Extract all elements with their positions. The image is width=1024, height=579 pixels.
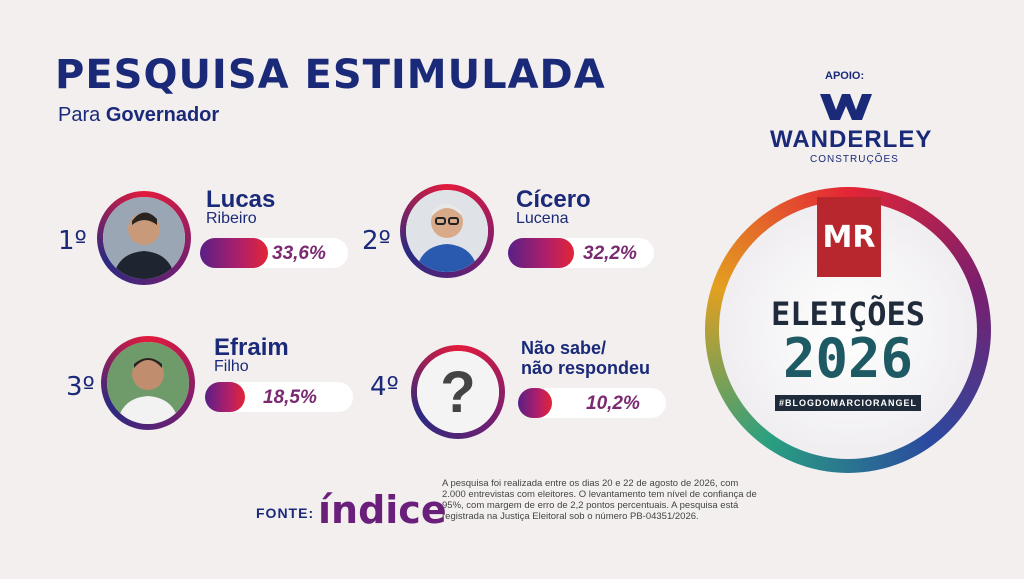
percent-value: 32,2% — [583, 243, 637, 264]
source-logo: índice — [318, 488, 447, 532]
percent-bar — [508, 238, 574, 268]
candidate-photo — [103, 197, 185, 279]
badge-hashtag: #BLOGDOMARCIORANGEL — [775, 395, 921, 411]
percent-bar — [200, 238, 268, 268]
percent-value: 33,6% — [272, 243, 326, 264]
candidate-photo-ring — [97, 191, 191, 285]
elections-badge: MR ELEIÇÕES 2026 #BLOGDOMARCIORANGEL — [705, 187, 991, 473]
candidate-position: 1º — [58, 226, 87, 256]
candidate-first-name: Efraim — [214, 334, 289, 361]
person-icon — [107, 342, 189, 424]
percent-bar — [518, 388, 552, 418]
subtitle-bold: Governador — [105, 104, 220, 126]
percent-value: 10,2% — [586, 393, 640, 414]
candidate-first-name: Não sabe/ — [521, 338, 607, 358]
percent-value: 18,5% — [263, 387, 317, 408]
candidate-first-name: Cícero — [516, 186, 591, 213]
mr-logo: MR — [817, 197, 881, 277]
page-title: PESQUISA ESTIMULADA — [55, 52, 606, 98]
candidate-last-name: não respondeu — [521, 358, 651, 378]
candidate-photo-ring — [101, 336, 195, 430]
person-icon — [103, 197, 185, 279]
candidate-last-name: Ribeiro — [206, 210, 257, 227]
candidate-position: 2º — [362, 226, 391, 256]
subtitle-prefix: Para — [58, 104, 101, 126]
source-label: FONTE: — [256, 505, 315, 521]
candidate-last-name: Lucena — [516, 210, 569, 227]
badge-year: 2026 — [782, 327, 914, 390]
candidate-photo — [107, 342, 189, 424]
candidate-photo-ring: ? — [411, 345, 505, 439]
candidate-photo-ring — [400, 184, 494, 278]
page-subtitle: Para Governador — [58, 104, 219, 127]
percent-bar — [205, 382, 245, 412]
sponsor-subtitle: CONSTRUÇÕES — [810, 154, 899, 165]
candidate-first-name: Lucas — [206, 186, 276, 213]
badge-title: ELEIÇÕES — [770, 295, 926, 333]
candidate-position: 4º — [370, 372, 399, 402]
candidate-position: 3º — [66, 372, 95, 402]
candidate-photo: ? — [417, 351, 499, 433]
wanderley-logo-icon — [818, 90, 880, 127]
sponsor-name: WANDERLEY — [770, 126, 933, 153]
question-mark-icon: ? — [417, 351, 499, 433]
person-icon — [406, 190, 488, 272]
candidate-photo — [406, 190, 488, 272]
support-label: APOIO: — [825, 70, 865, 82]
methodology-note: A pesquisa foi realizada entre os dias 2… — [442, 478, 757, 522]
candidate-last-name: Filho — [214, 358, 249, 375]
